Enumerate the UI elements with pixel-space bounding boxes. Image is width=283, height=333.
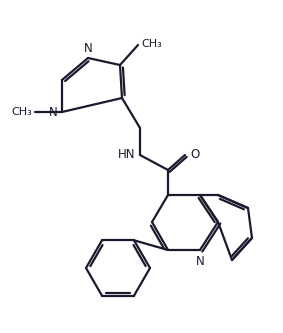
Text: HN: HN [117, 149, 135, 162]
Text: N: N [49, 106, 58, 119]
Text: CH₃: CH₃ [11, 107, 32, 117]
Text: N: N [83, 42, 92, 55]
Text: N: N [196, 255, 204, 268]
Text: CH₃: CH₃ [141, 39, 162, 49]
Text: O: O [190, 148, 199, 161]
